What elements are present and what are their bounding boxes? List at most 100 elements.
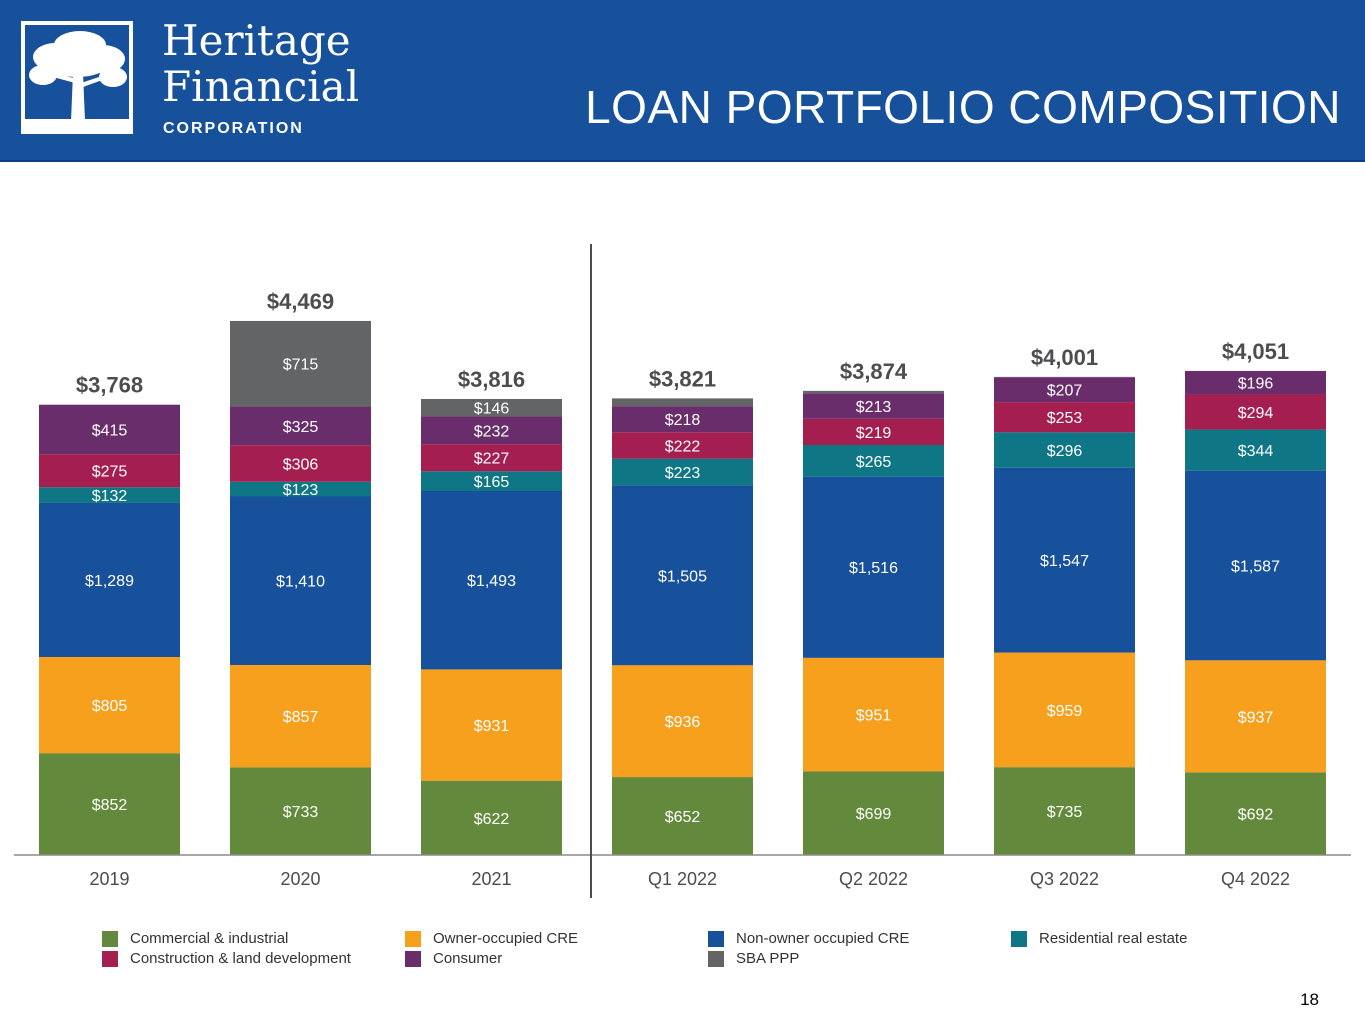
data-label: $1,547 bbox=[1040, 553, 1089, 570]
total-label: $3,816 bbox=[458, 367, 525, 392]
legend-swatch-residential bbox=[1011, 930, 1027, 947]
data-label: $1,410 bbox=[276, 574, 325, 591]
data-label: $123 bbox=[283, 482, 319, 499]
data-label: $951 bbox=[856, 708, 892, 725]
legend-swatch-construction bbox=[102, 950, 118, 967]
bar-segment bbox=[230, 320, 371, 407]
bar-segment bbox=[994, 467, 1135, 653]
bar-segment bbox=[230, 496, 371, 665]
bar-segment bbox=[803, 657, 944, 772]
bar-segment bbox=[421, 398, 562, 417]
data-label: $344 bbox=[1238, 443, 1274, 460]
data-label: $213 bbox=[856, 399, 892, 416]
data-label: $1,505 bbox=[658, 568, 707, 585]
logo-line-1: Heritage bbox=[162, 16, 351, 65]
data-label: $222 bbox=[665, 438, 701, 455]
legend-swatch-non-owner-cre bbox=[708, 930, 724, 947]
total-label: $3,768 bbox=[76, 373, 143, 398]
bar-segment bbox=[39, 502, 180, 657]
data-label: $959 bbox=[1047, 703, 1083, 720]
bar-segment bbox=[803, 444, 944, 477]
bar-segment bbox=[39, 487, 180, 503]
data-label: $936 bbox=[665, 714, 701, 731]
legend-swatch-consumer bbox=[405, 950, 421, 967]
bar-segment bbox=[421, 669, 562, 781]
bar-segment bbox=[1185, 772, 1326, 855]
bar-segment bbox=[1185, 470, 1326, 661]
data-label: $219 bbox=[856, 425, 892, 442]
logo-line-3: CORPORATION bbox=[163, 120, 304, 137]
data-label: $306 bbox=[283, 457, 319, 474]
data-label: $296 bbox=[1047, 443, 1083, 460]
bar-segment bbox=[612, 665, 753, 778]
legend-commercial: Commercial & industrial bbox=[102, 930, 288, 947]
data-label: $1,493 bbox=[467, 573, 516, 590]
bar-segment bbox=[612, 398, 753, 407]
bar-segment bbox=[39, 404, 180, 455]
x-tick-label: 2019 bbox=[89, 869, 129, 889]
bar-segment bbox=[230, 664, 371, 768]
bar-segment bbox=[994, 652, 1135, 768]
data-label: $805 bbox=[92, 698, 128, 715]
bar-segment bbox=[421, 471, 562, 492]
bar-segment bbox=[994, 767, 1135, 855]
slide-header: Heritage Financial CORPORATION LOAN PORT… bbox=[0, 0, 1365, 162]
legend-owner-cre: Owner-occupied CRE bbox=[405, 930, 578, 947]
data-label: $733 bbox=[283, 804, 319, 821]
bar-segment bbox=[803, 771, 944, 855]
data-label: $196 bbox=[1238, 376, 1274, 393]
data-label: $699 bbox=[856, 806, 892, 823]
data-label: $715 bbox=[283, 357, 319, 374]
legend-label-owner-cre: Owner-occupied CRE bbox=[433, 930, 579, 947]
bar-segment bbox=[39, 656, 180, 754]
total-label: $4,051 bbox=[1222, 339, 1289, 364]
bar-segment bbox=[994, 377, 1135, 403]
legend-residential: Residential real estate bbox=[1011, 930, 1187, 947]
bar-segment bbox=[1185, 394, 1326, 430]
bar-segment bbox=[803, 390, 944, 394]
bar-segment bbox=[803, 476, 944, 658]
data-label: $275 bbox=[92, 464, 128, 481]
legend-label-sba: SBA PPP bbox=[736, 950, 800, 967]
bar-segment bbox=[612, 777, 753, 855]
data-label: $218 bbox=[665, 412, 701, 429]
data-label: $692 bbox=[1238, 807, 1274, 824]
chart-legend: Commercial & industrial Construction & l… bbox=[0, 930, 1365, 980]
data-label: $207 bbox=[1047, 383, 1083, 400]
page-title: LOAN PORTFOLIO COMPOSITION bbox=[585, 81, 1341, 133]
x-tick-label: Q2 2022 bbox=[839, 869, 908, 889]
data-label: $415 bbox=[92, 423, 128, 440]
data-label: $735 bbox=[1047, 804, 1083, 821]
data-label: $325 bbox=[283, 419, 319, 436]
bar-segment bbox=[1185, 660, 1326, 773]
bar-segment bbox=[230, 481, 371, 497]
legend-swatch-sba bbox=[708, 950, 724, 967]
data-label: $265 bbox=[856, 454, 892, 471]
bar-segment bbox=[1185, 429, 1326, 471]
data-label: $937 bbox=[1238, 709, 1274, 726]
legend-sba: SBA PPP bbox=[708, 950, 799, 967]
bar-segment bbox=[994, 432, 1135, 468]
legend-consumer: Consumer bbox=[405, 950, 502, 967]
legend-non-owner-cre: Non-owner occupied CRE bbox=[708, 930, 909, 947]
data-label: $146 bbox=[474, 401, 510, 418]
bar-segment bbox=[803, 418, 944, 445]
x-tick-label: Q4 2022 bbox=[1221, 869, 1290, 889]
bar-segment bbox=[421, 780, 562, 855]
logo-wordmark: Heritage Financial bbox=[162, 18, 359, 110]
bar-segment bbox=[421, 444, 562, 472]
bar-segment bbox=[39, 454, 180, 488]
logo-line-2: Financial bbox=[162, 62, 360, 111]
x-tick-label: 2021 bbox=[471, 869, 511, 889]
legend-swatch-commercial bbox=[102, 930, 118, 947]
logo-tree-icon bbox=[21, 21, 133, 134]
legend-label-residential: Residential real estate bbox=[1039, 930, 1188, 947]
bar-segment bbox=[1185, 371, 1326, 395]
total-label: $4,469 bbox=[267, 289, 334, 314]
data-label: $1,587 bbox=[1231, 559, 1280, 576]
bar-segment bbox=[421, 416, 562, 445]
x-tick-label: 2020 bbox=[280, 869, 320, 889]
bar-segment bbox=[612, 406, 753, 433]
data-label: $1,516 bbox=[849, 560, 898, 577]
stacked-bar-chart: $852 $805 $1,289 $132 $275 $415 $3,768 2019 $733… bbox=[14, 244, 1351, 898]
